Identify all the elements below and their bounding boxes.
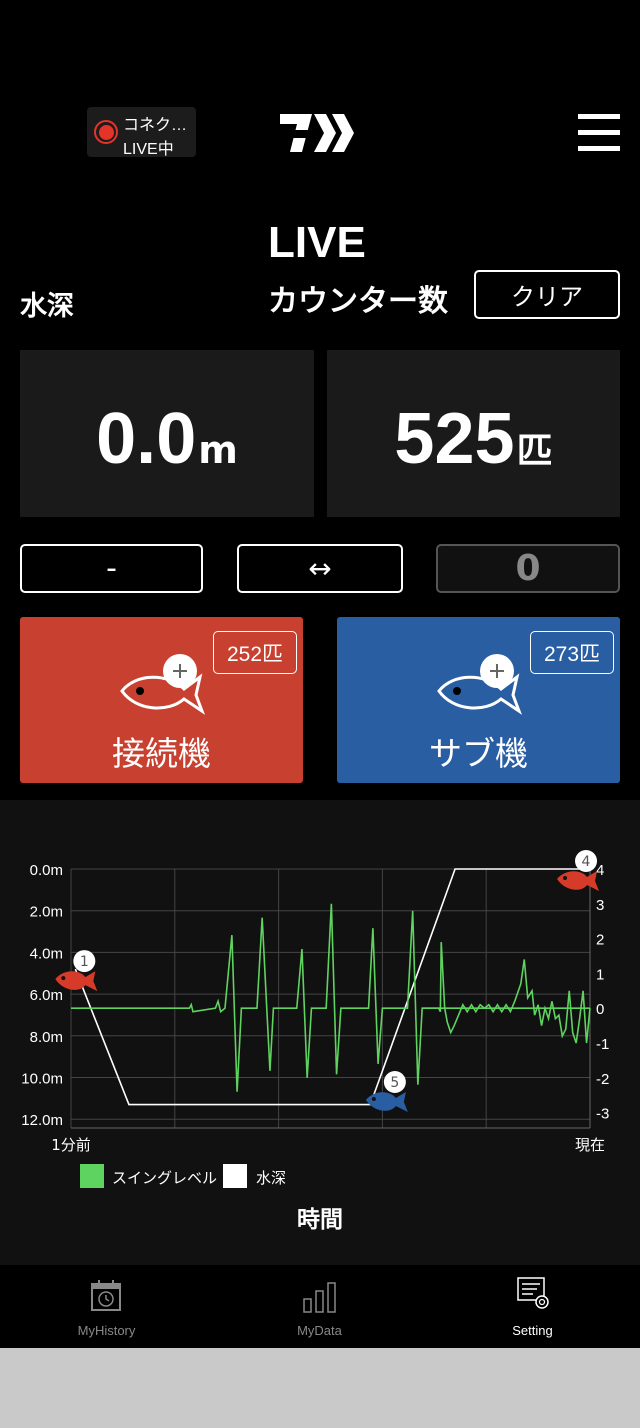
- legend-swatch-depth: [223, 1164, 247, 1188]
- x-tick-label: 1分前: [51, 1136, 91, 1154]
- minus-button[interactable]: -: [20, 544, 203, 593]
- swing-line: [71, 903, 590, 1092]
- status-device: コネク…: [123, 117, 188, 134]
- sub-unit-label: サブ機: [429, 734, 528, 773]
- legend-swatch-swing: [80, 1164, 104, 1188]
- right-tick-label: 1: [596, 966, 604, 983]
- right-tick-label: 3: [596, 897, 604, 914]
- left-tick-label: 8.0m: [30, 1029, 63, 1046]
- daiwa-logo: [280, 114, 354, 152]
- live-title: LIVE: [268, 218, 366, 267]
- counter-display: 525 匹: [327, 350, 620, 517]
- left-tick-label: 10.0m: [21, 1071, 63, 1088]
- right-tick-label: 4: [596, 862, 604, 879]
- hamburger-icon[interactable]: [578, 114, 620, 152]
- depth-label: 水深: [20, 291, 74, 321]
- marker-label: 5: [390, 1075, 399, 1091]
- swap-button[interactable]: ↔: [237, 544, 403, 593]
- bottom-nav: MyHistory MyData Setting: [0, 1265, 640, 1348]
- right-tick-label: 2: [596, 932, 604, 949]
- main-unit-button[interactable]: 252匹 接続機: [20, 617, 303, 783]
- nav-label: Setting: [512, 1323, 553, 1338]
- right-tick-label: -3: [596, 1106, 609, 1123]
- depth-line: [74, 868, 590, 1106]
- sub-unit-button[interactable]: 273匹 サブ機: [337, 617, 620, 783]
- bar-chart-icon: [303, 1282, 336, 1313]
- calendar-history-icon: [91, 1280, 121, 1311]
- right-tick-label: -1: [596, 1036, 609, 1053]
- nav-label: MyData: [297, 1323, 342, 1338]
- status-live: LIVE中: [123, 141, 174, 158]
- main-unit-count: 252匹: [213, 631, 297, 674]
- nav-label: MyHistory: [77, 1323, 136, 1338]
- settings-icon: [517, 1277, 549, 1309]
- chart-panel: 0.0m 2.0m 4.0m 6.0m 8.0m 10.0m 12.0m 4 3 2 1 0 -1 -2 -…: [0, 800, 640, 1265]
- record-icon: [94, 120, 118, 144]
- right-tick-label: -2: [596, 1071, 609, 1088]
- counter-input[interactable]: 0: [436, 544, 620, 593]
- counter-unit: 匹: [516, 431, 553, 472]
- fish-add-icon: [437, 654, 523, 715]
- main-unit-label: 接続機: [112, 734, 211, 773]
- fish-marker-5: 5: [365, 1071, 408, 1113]
- left-tick-label: 4.0m: [30, 945, 63, 962]
- depth-unit: m: [198, 428, 238, 472]
- legend-label-swing: スイングレベル: [112, 1169, 218, 1187]
- depth-value: 0.0: [96, 399, 197, 479]
- counter-label: カウンター数: [268, 285, 448, 318]
- left-tick-label: 12.0m: [21, 1112, 63, 1129]
- fish-marker-4: 4: [557, 850, 600, 891]
- fish-add-icon: [120, 654, 206, 715]
- right-tick-label: 0: [596, 1001, 604, 1018]
- marker-label: 4: [582, 854, 591, 870]
- depth-swing-chart: 0.0m 2.0m 4.0m 6.0m 8.0m 10.0m 12.0m 4 3 2 1 0 -1 -2 -…: [21, 850, 609, 1154]
- fish-marker-1: 1: [55, 950, 98, 992]
- marker-label: 1: [80, 954, 89, 970]
- left-tick-label: 2.0m: [30, 904, 63, 921]
- legend-label-depth: 水深: [256, 1169, 287, 1187]
- swing-line: [422, 942, 591, 1044]
- depth-display: 0.0 m: [20, 350, 314, 517]
- counter-value: 525: [394, 399, 515, 479]
- connection-status[interactable]: コネク… LIVE中: [87, 107, 196, 158]
- left-tick-label: 6.0m: [30, 987, 63, 1004]
- x-axis-title: 時間: [297, 1206, 343, 1232]
- nav-mydata[interactable]: MyData: [213, 1265, 426, 1348]
- x-tick-label: 現在: [575, 1136, 605, 1154]
- sub-unit-count: 273匹: [530, 631, 614, 674]
- left-tick-label: 0.0m: [30, 862, 63, 879]
- nav-setting[interactable]: Setting: [426, 1265, 639, 1348]
- system-bar: [0, 1348, 640, 1428]
- clear-button[interactable]: クリア: [474, 270, 620, 319]
- nav-myhistory[interactable]: MyHistory: [0, 1265, 213, 1348]
